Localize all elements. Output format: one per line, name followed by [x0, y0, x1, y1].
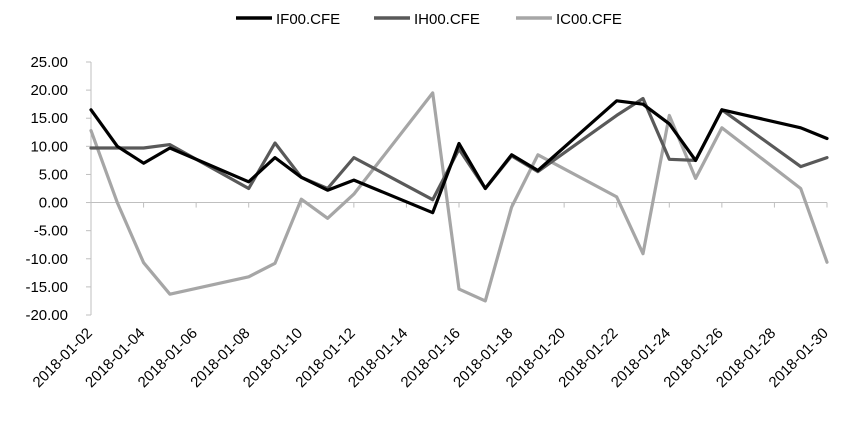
- legend: IF00.CFE IH00.CFE IC00.CFE: [236, 11, 622, 28]
- y-tick-label: -20.00: [25, 307, 68, 324]
- y-tick-label: 0.00: [39, 195, 68, 212]
- legend-label: IH00.CFE: [414, 11, 480, 28]
- y-tick-label: 20.00: [30, 82, 68, 99]
- y-tick-label: 5.00: [39, 166, 68, 183]
- series-line-ih00-cfe: [89, 96, 829, 202]
- y-axis-ticks: 25.00 20.00 15.00 10.00 5.00 0.00 -5.00 -10.00 -…: [25, 54, 91, 324]
- y-tick-label: -5.00: [34, 223, 68, 240]
- y-tick-label: 25.00: [30, 54, 68, 71]
- y-tick-label: 10.00: [30, 138, 68, 155]
- series-line-ic00-cfe: [89, 91, 829, 303]
- y-tick-label: 15.00: [30, 110, 68, 127]
- y-tick-label: -10.00: [25, 251, 68, 268]
- legend-label: IF00.CFE: [276, 11, 340, 28]
- legend-label: IC00.CFE: [556, 11, 622, 28]
- y-tick-label: -15.00: [25, 279, 68, 296]
- series-line-if00-cfe: [89, 99, 829, 215]
- x-axis-ticks: 2018-01-022018-01-042018-01-062018-01-08…: [30, 202, 832, 391]
- series-group: [89, 91, 829, 303]
